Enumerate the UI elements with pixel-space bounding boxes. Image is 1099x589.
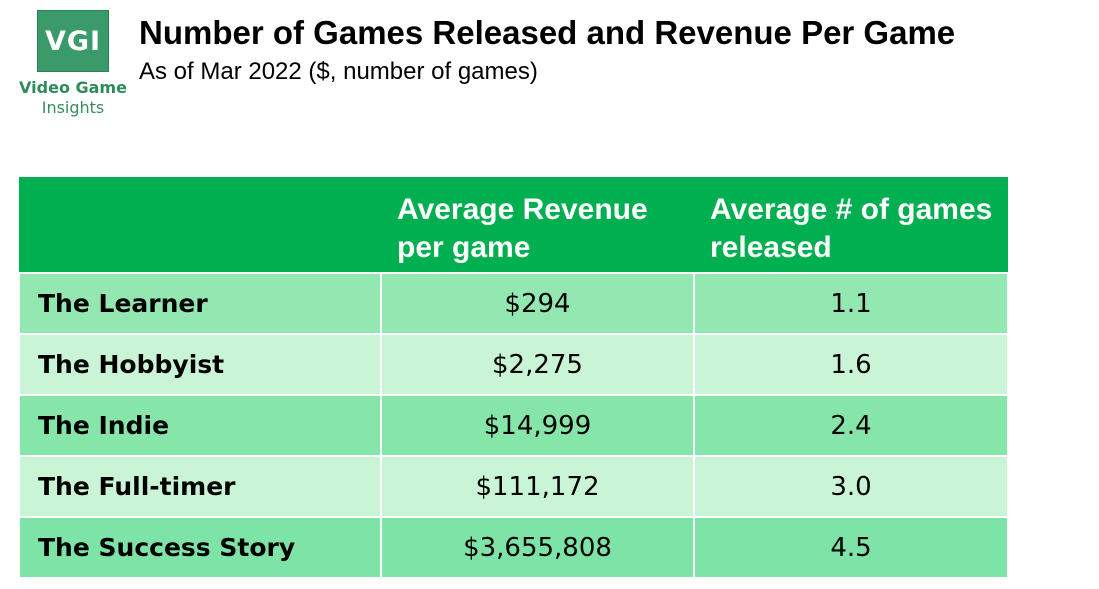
table-row: The Full-timer $111,172 3.0 bbox=[18, 455, 1009, 518]
table-row: The Learner $294 1.1 bbox=[18, 272, 1009, 335]
vgi-logo: VGI Video Game Insights bbox=[16, 10, 130, 118]
table-row: The Indie $14,999 2.4 bbox=[18, 394, 1009, 457]
header-cell-blank bbox=[19, 177, 381, 273]
header-cell-revenue: Average Revenue per game bbox=[381, 177, 694, 273]
games-cell: 1.1 bbox=[693, 272, 1009, 335]
row-label: The Learner bbox=[18, 272, 382, 335]
table-header-row: Average Revenue per game Average # of ga… bbox=[19, 177, 1008, 273]
row-label: The Indie bbox=[18, 394, 382, 457]
games-cell: 1.6 bbox=[693, 333, 1009, 396]
revenue-cell: $294 bbox=[380, 272, 695, 335]
games-cell: 3.0 bbox=[693, 455, 1009, 518]
revenue-cell: $2,275 bbox=[380, 333, 695, 396]
games-cell: 4.5 bbox=[693, 516, 1009, 579]
table-row: The Success Story $3,655,808 4.5 bbox=[18, 516, 1009, 579]
logo-mark-text: VGI bbox=[44, 25, 102, 57]
revenue-cell: $14,999 bbox=[380, 394, 695, 457]
logo-subname: Insights bbox=[41, 98, 105, 117]
page-title: Number of Games Released and Revenue Per… bbox=[139, 14, 956, 51]
logo-name: Video Game bbox=[19, 78, 127, 97]
row-label: The Success Story bbox=[18, 516, 382, 579]
revenue-cell: $111,172 bbox=[380, 455, 695, 518]
page-subtitle: As of Mar 2022 ($, number of games) bbox=[139, 58, 538, 85]
data-table: Average Revenue per game Average # of ga… bbox=[18, 177, 1009, 579]
row-label: The Hobbyist bbox=[18, 333, 382, 396]
table-body: The Learner $294 1.1 The Hobbyist $2,275… bbox=[18, 272, 1009, 579]
games-cell: 2.4 bbox=[693, 394, 1009, 457]
row-label: The Full-timer bbox=[18, 455, 382, 518]
table-row: The Hobbyist $2,275 1.6 bbox=[18, 333, 1009, 396]
header-cell-games: Average # of games released bbox=[694, 177, 1008, 273]
vgi-logo-mark: VGI bbox=[37, 10, 109, 72]
revenue-cell: $3,655,808 bbox=[380, 516, 695, 579]
